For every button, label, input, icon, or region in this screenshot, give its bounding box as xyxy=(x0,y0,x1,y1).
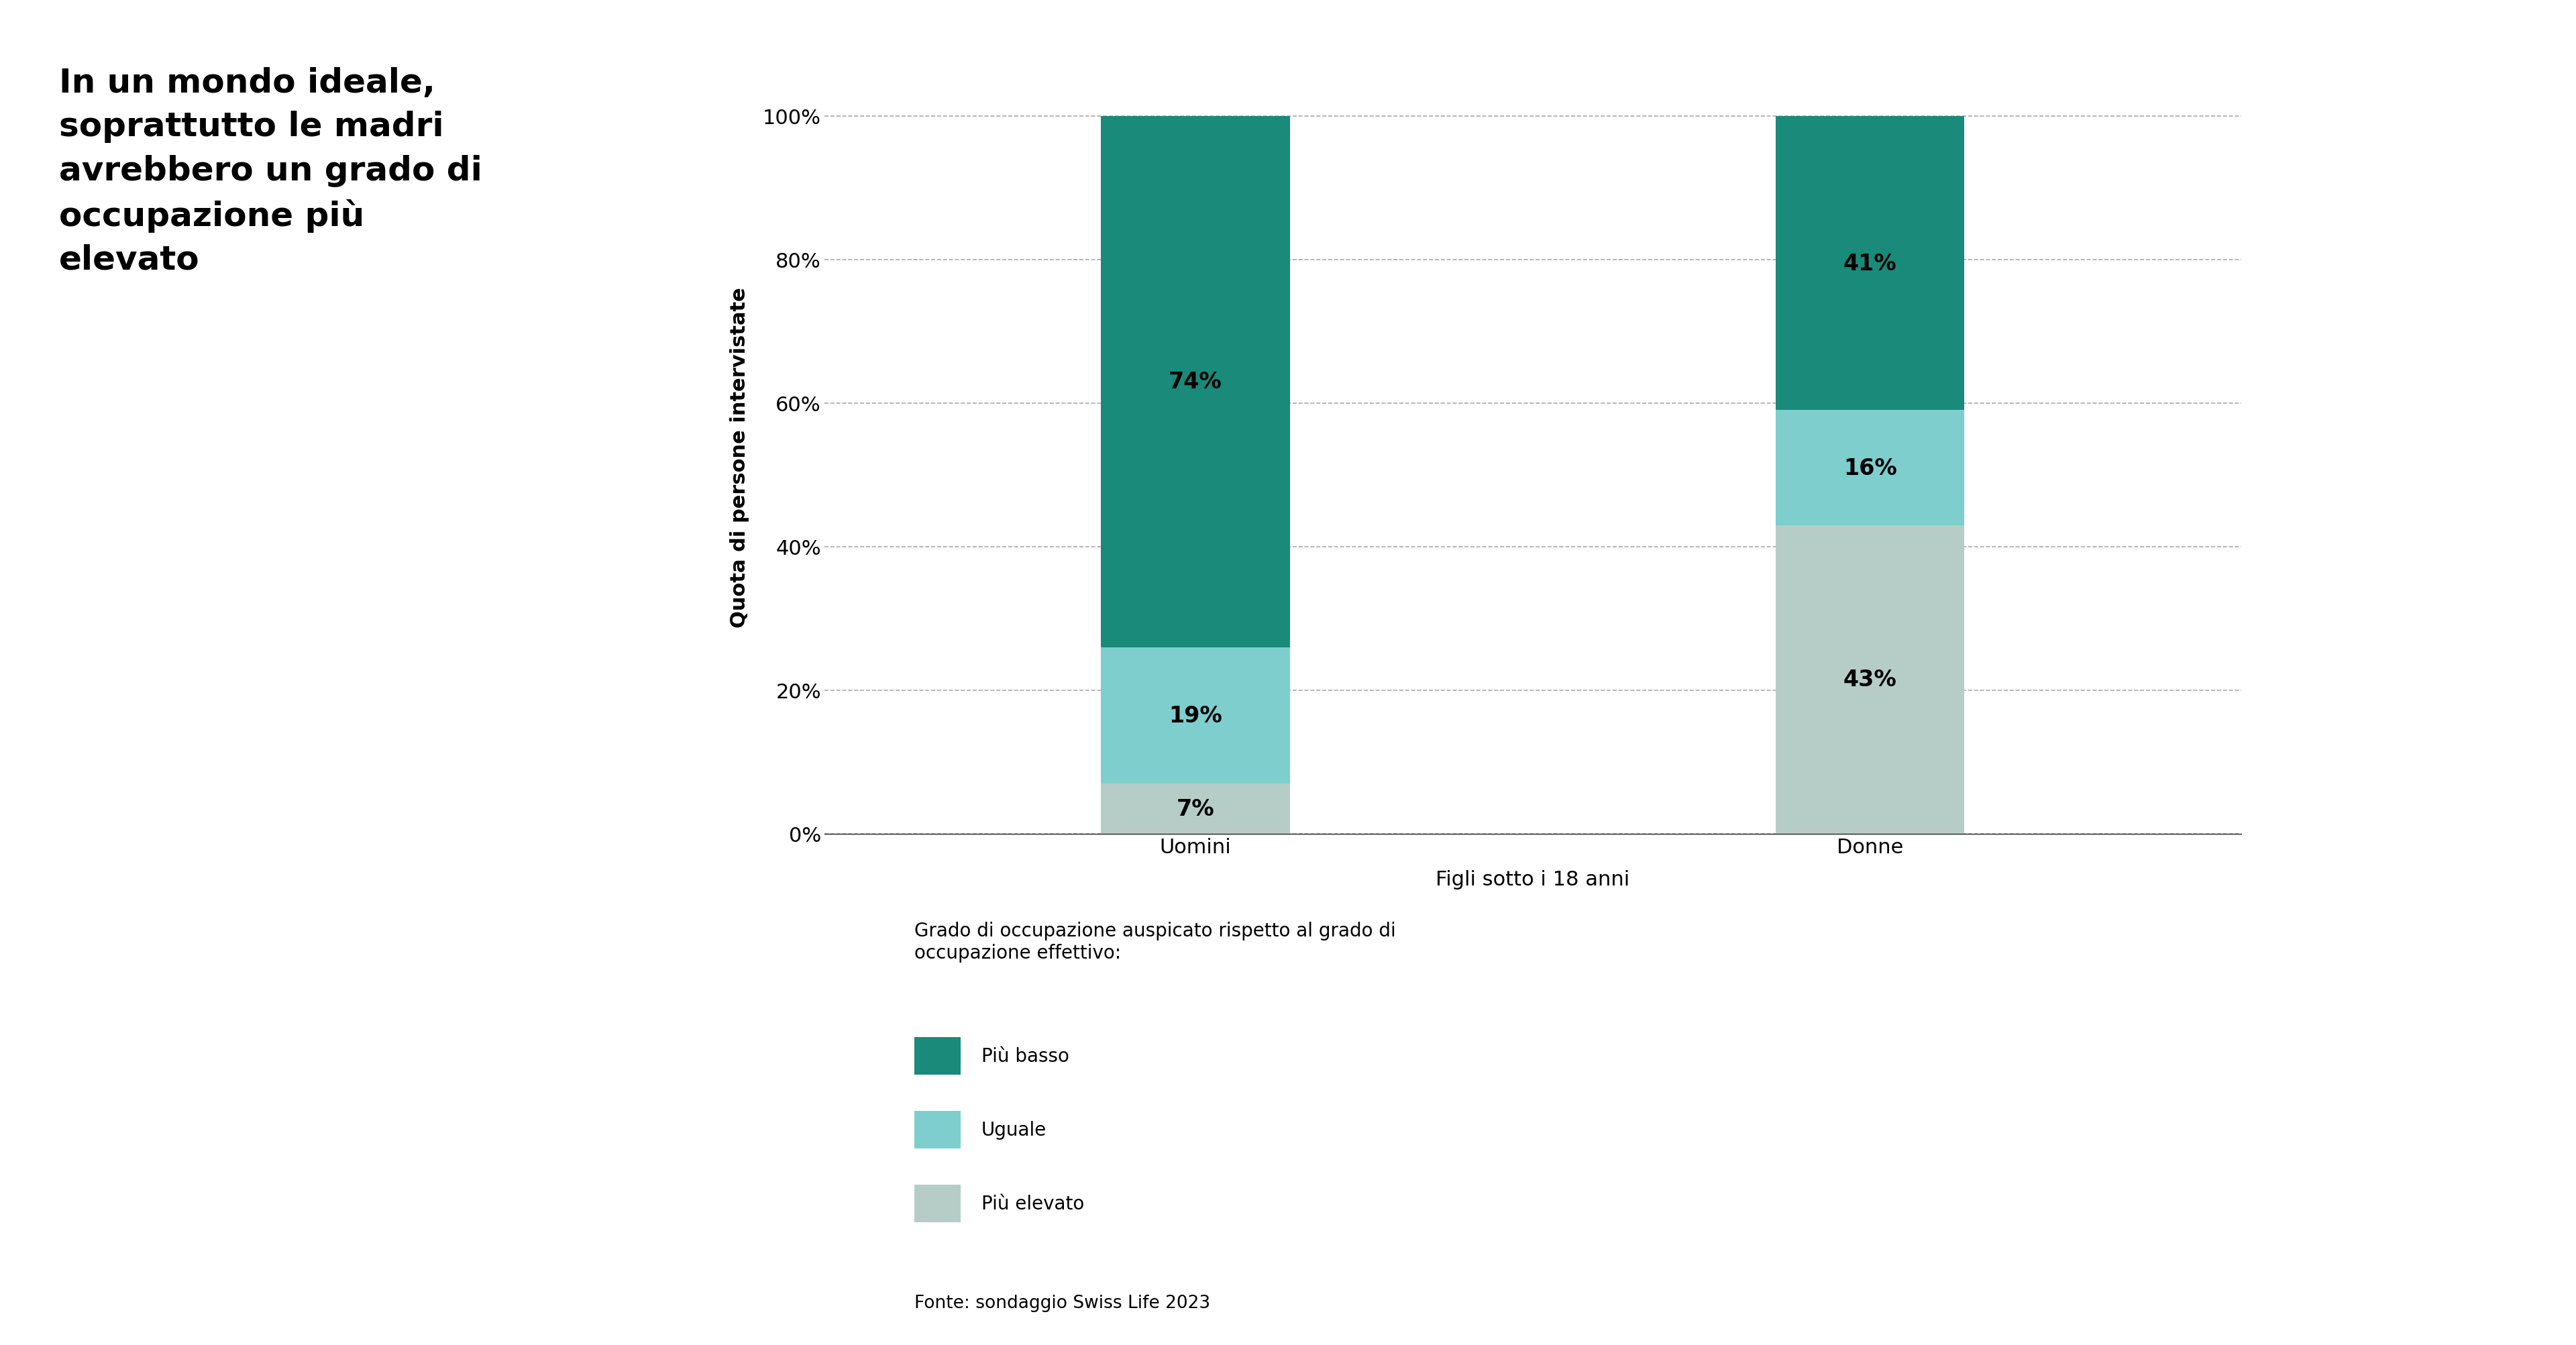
Text: Fonte: sondaggio Swiss Life 2023: Fonte: sondaggio Swiss Life 2023 xyxy=(914,1294,1211,1311)
Text: In un mondo ideale,
soprattutto le madri
avrebbero un grado di
occupazione più
e: In un mondo ideale, soprattutto le madri… xyxy=(59,67,482,276)
Y-axis label: Quota di persone intervistate: Quota di persone intervistate xyxy=(729,286,750,628)
Bar xyxy=(1100,117,1291,647)
Text: 16%: 16% xyxy=(1844,457,1896,479)
Text: 41%: 41% xyxy=(1844,253,1896,274)
Text: Uguale: Uguale xyxy=(981,1120,1046,1139)
Bar xyxy=(1775,526,1965,834)
Text: Più elevato: Più elevato xyxy=(981,1194,1084,1213)
Text: Grado di occupazione auspicato rispetto al grado di
occupazione effettivo:: Grado di occupazione auspicato rispetto … xyxy=(914,921,1396,962)
Bar xyxy=(1775,410,1965,526)
Bar xyxy=(1100,647,1291,784)
Text: Più basso: Più basso xyxy=(981,1046,1069,1065)
Text: 74%: 74% xyxy=(1170,371,1221,393)
X-axis label: Figli sotto i 18 anni: Figli sotto i 18 anni xyxy=(1435,870,1631,889)
Text: 19%: 19% xyxy=(1170,705,1221,726)
Text: 7%: 7% xyxy=(1177,798,1213,820)
Bar xyxy=(1100,784,1291,834)
Text: 43%: 43% xyxy=(1844,668,1896,691)
Bar xyxy=(1775,117,1965,410)
